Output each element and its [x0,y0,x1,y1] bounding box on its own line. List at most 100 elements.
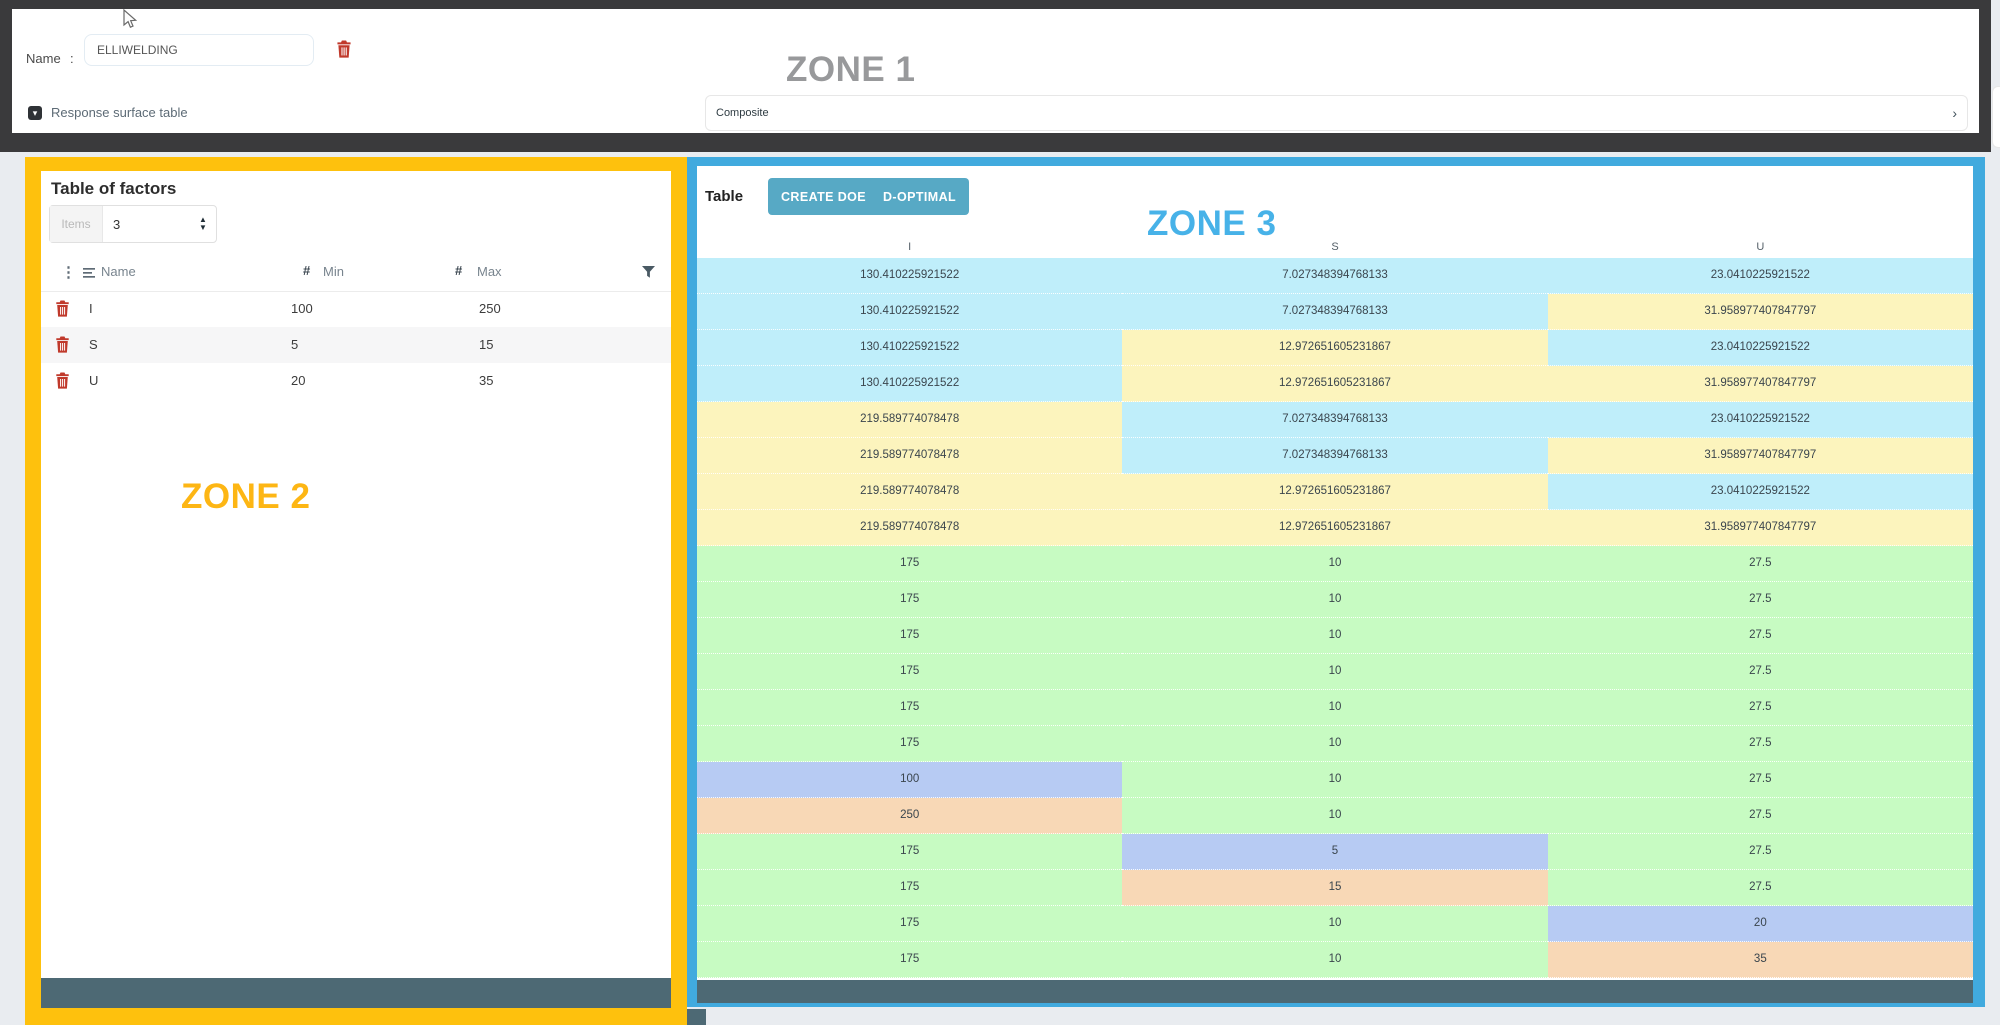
table-row: 175 5 27.5 [697,834,1973,870]
doe-cell: 15 [1122,870,1548,906]
factor-max-cell[interactable]: 15 [479,337,494,352]
doe-cell: 100 [697,762,1123,798]
doe-cell: 7.027348394768133 [1122,258,1548,294]
factor-row: I 100 250 [41,291,671,327]
zone1-frame: Name : ▾ Response surface table Composit… [0,0,1991,152]
table-row: 175 10 35 [697,942,1973,978]
doe-cell: 175 [697,582,1123,618]
doe-cell: 10 [1122,546,1548,582]
table-row: 175 10 27.5 [697,690,1973,726]
doe-cell: 27.5 [1547,690,1973,726]
name-input[interactable] [84,34,314,66]
table-row: 175 15 27.5 [697,870,1973,906]
doe-cell: 175 [697,870,1123,906]
doe-cell: 10 [1122,654,1548,690]
spinner-down-icon[interactable]: ▼ [199,223,207,232]
zone3-annotation-label: ZONE 3 [1147,204,1277,243]
doe-cell: 130.410225921522 [697,294,1123,330]
doe-cell: 175 [697,726,1123,762]
doe-cell: 7.027348394768133 [1122,402,1548,438]
doe-cell: 23.0410225921522 [1547,402,1973,438]
factor-min-cell[interactable]: 20 [291,373,306,388]
doe-cell: 175 [697,834,1123,870]
doe-cell: 130.410225921522 [697,330,1123,366]
factor-min-cell[interactable]: 5 [291,337,299,352]
numeric-type-icon: # [303,263,311,278]
delete-design-trash-icon[interactable] [336,40,352,63]
doe-cell: 10 [1122,726,1548,762]
factor-name-cell[interactable]: I [89,301,93,316]
table-row: 130.410225921522 12.972651605231867 23.041… [697,330,1973,366]
numeric-type-icon: # [455,263,463,278]
doe-cell: 35 [1547,942,1973,978]
doe-table-title: Table [705,188,744,205]
doe-cell: 10 [1122,798,1548,834]
doe-cell: 175 [697,546,1123,582]
doe-cell: 31.958977407847797 [1547,438,1973,474]
doe-cell: 23.0410225921522 [1547,258,1973,294]
table-row: 100 10 27.5 [697,762,1973,798]
factor-max-cell[interactable]: 250 [479,301,501,316]
doe-cell: 219.589774078478 [697,402,1123,438]
table-row: 219.589774078478 7.027348394768133 31.9589… [697,438,1973,474]
doe-cell: 130.410225921522 [697,366,1123,402]
zone1-panel: Name : ▾ Response surface table Composit… [12,8,1979,133]
table-row: 130.410225921522 7.027348394768133 31.9589… [697,294,1973,330]
factors-title: Table of factors [51,179,177,198]
zone2-annotation-label: ZONE 2 [181,477,311,516]
doe-cell: 12.972651605231867 [1122,330,1548,366]
factor-name-cell[interactable]: U [89,373,99,388]
row-menu-dots-icon[interactable]: ⋮ [61,264,76,281]
doe-cell: 175 [697,618,1123,654]
doe-cell: 27.5 [1547,546,1973,582]
doe-cell: 10 [1122,582,1548,618]
doe-cell: 175 [697,654,1123,690]
delete-factor-trash-icon[interactable] [55,300,70,320]
column-header-max: Max [477,264,502,279]
sort-lines-icon[interactable] [83,267,96,282]
delete-factor-trash-icon[interactable] [55,336,70,356]
design-type-value: Composite [716,107,769,119]
name-label: Name [26,51,61,66]
zone3-frame: Table CREATE DOE D-OPTIMAL ZONE 3 I S U … [687,157,1985,1007]
doe-rows: 130.410225921522 7.027348394768133 23.0410… [697,258,1973,978]
doe-cell: 175 [697,906,1123,942]
doe-cell: 5 [1122,834,1548,870]
factors-table-header: ⋮ Name # Min # Max [41,255,671,292]
d-optimal-button[interactable]: D-OPTIMAL [870,178,970,215]
table-row: 130.410225921522 7.027348394768133 23.0410… [697,258,1973,294]
doe-cell: 250 [697,798,1123,834]
create-doe-button[interactable]: CREATE DOE [768,178,880,215]
column-header-min: Min [323,264,344,279]
doe-cell: 175 [697,942,1123,978]
doe-cell: 27.5 [1547,618,1973,654]
items-value[interactable]: 3 [113,216,121,232]
doe-cell: 7.027348394768133 [1122,294,1548,330]
collapse-toggle-icon[interactable]: ▾ [28,105,42,120]
response-surface-toggle-row: ▾ Response surface table [28,105,188,120]
spinner-up-icon[interactable]: ▲ [199,215,207,224]
doe-column-header-i: I [908,241,912,253]
doe-cell: 31.958977407847797 [1547,294,1973,330]
footer-fragment [687,1009,706,1025]
table-row: 219.589774078478 12.972651605231867 23.041… [697,474,1973,510]
factor-row: U 20 35 [41,363,671,399]
design-type-select[interactable]: Composite › [705,95,1968,131]
doe-cell: 27.5 [1547,582,1973,618]
doe-cell: 7.027348394768133 [1122,438,1548,474]
delete-factor-trash-icon[interactable] [55,372,70,392]
doe-table-panel: Table CREATE DOE D-OPTIMAL ZONE 3 I S U … [697,166,1973,980]
table-row: 175 10 27.5 [697,618,1973,654]
table-row: 175 10 27.5 [697,582,1973,618]
filter-funnel-icon[interactable] [642,266,655,281]
doe-cell: 12.972651605231867 [1122,366,1548,402]
table-row: 175 10 27.5 [697,546,1973,582]
factors-panel-footer [41,978,671,1008]
doe-cell: 10 [1122,762,1548,798]
factor-min-cell[interactable]: 100 [291,301,313,316]
mouse-cursor-icon [122,8,138,36]
factor-name-cell[interactable]: S [89,337,98,352]
factor-max-cell[interactable]: 35 [479,373,494,388]
doe-cell: 27.5 [1547,834,1973,870]
doe-cell: 31.958977407847797 [1547,366,1973,402]
